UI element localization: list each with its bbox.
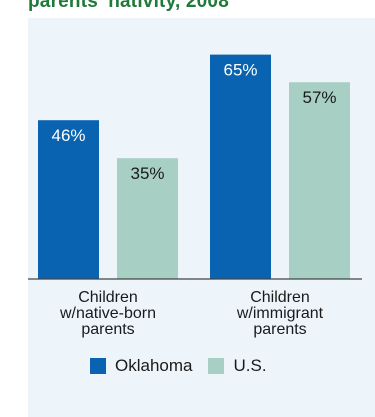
- data-label-us-1: 35%: [130, 164, 164, 183]
- data-label-oklahoma-2: 65%: [223, 61, 257, 80]
- x-tick-label-2-line-3: parents: [253, 321, 306, 338]
- legend-label-oklahoma: Oklahoma: [115, 356, 193, 375]
- legend-item-us: U.S.: [208, 356, 267, 376]
- data-label-us-2: 57%: [302, 88, 336, 107]
- title-strip: parents' nativity, 2008: [0, 0, 375, 18]
- bar-oklahoma-1: [38, 120, 99, 280]
- data-label-oklahoma-1: 46%: [51, 126, 85, 145]
- x-tick-label-1-line-2: w/native-born: [59, 305, 156, 322]
- chart-title: parents' nativity, 2008: [28, 0, 229, 12]
- x-tick-label-2-line-2: w/immigrant: [236, 305, 324, 322]
- x-tick-label-1-line-3: parents: [81, 321, 134, 338]
- legend-swatch-us: [208, 358, 225, 374]
- legend: Oklahoma U.S.: [90, 356, 273, 376]
- bar-us-2: [289, 82, 350, 279]
- legend-swatch-oklahoma: [90, 358, 106, 374]
- legend-label-us: U.S.: [233, 356, 267, 375]
- x-tick-label-1-line-1: Children: [78, 289, 138, 306]
- x-tick-label-2-line-1: Children: [250, 289, 310, 306]
- bar-oklahoma-2: [210, 54, 271, 279]
- bar-us-1: [117, 158, 178, 279]
- legend-item-oklahoma: Oklahoma: [90, 356, 192, 376]
